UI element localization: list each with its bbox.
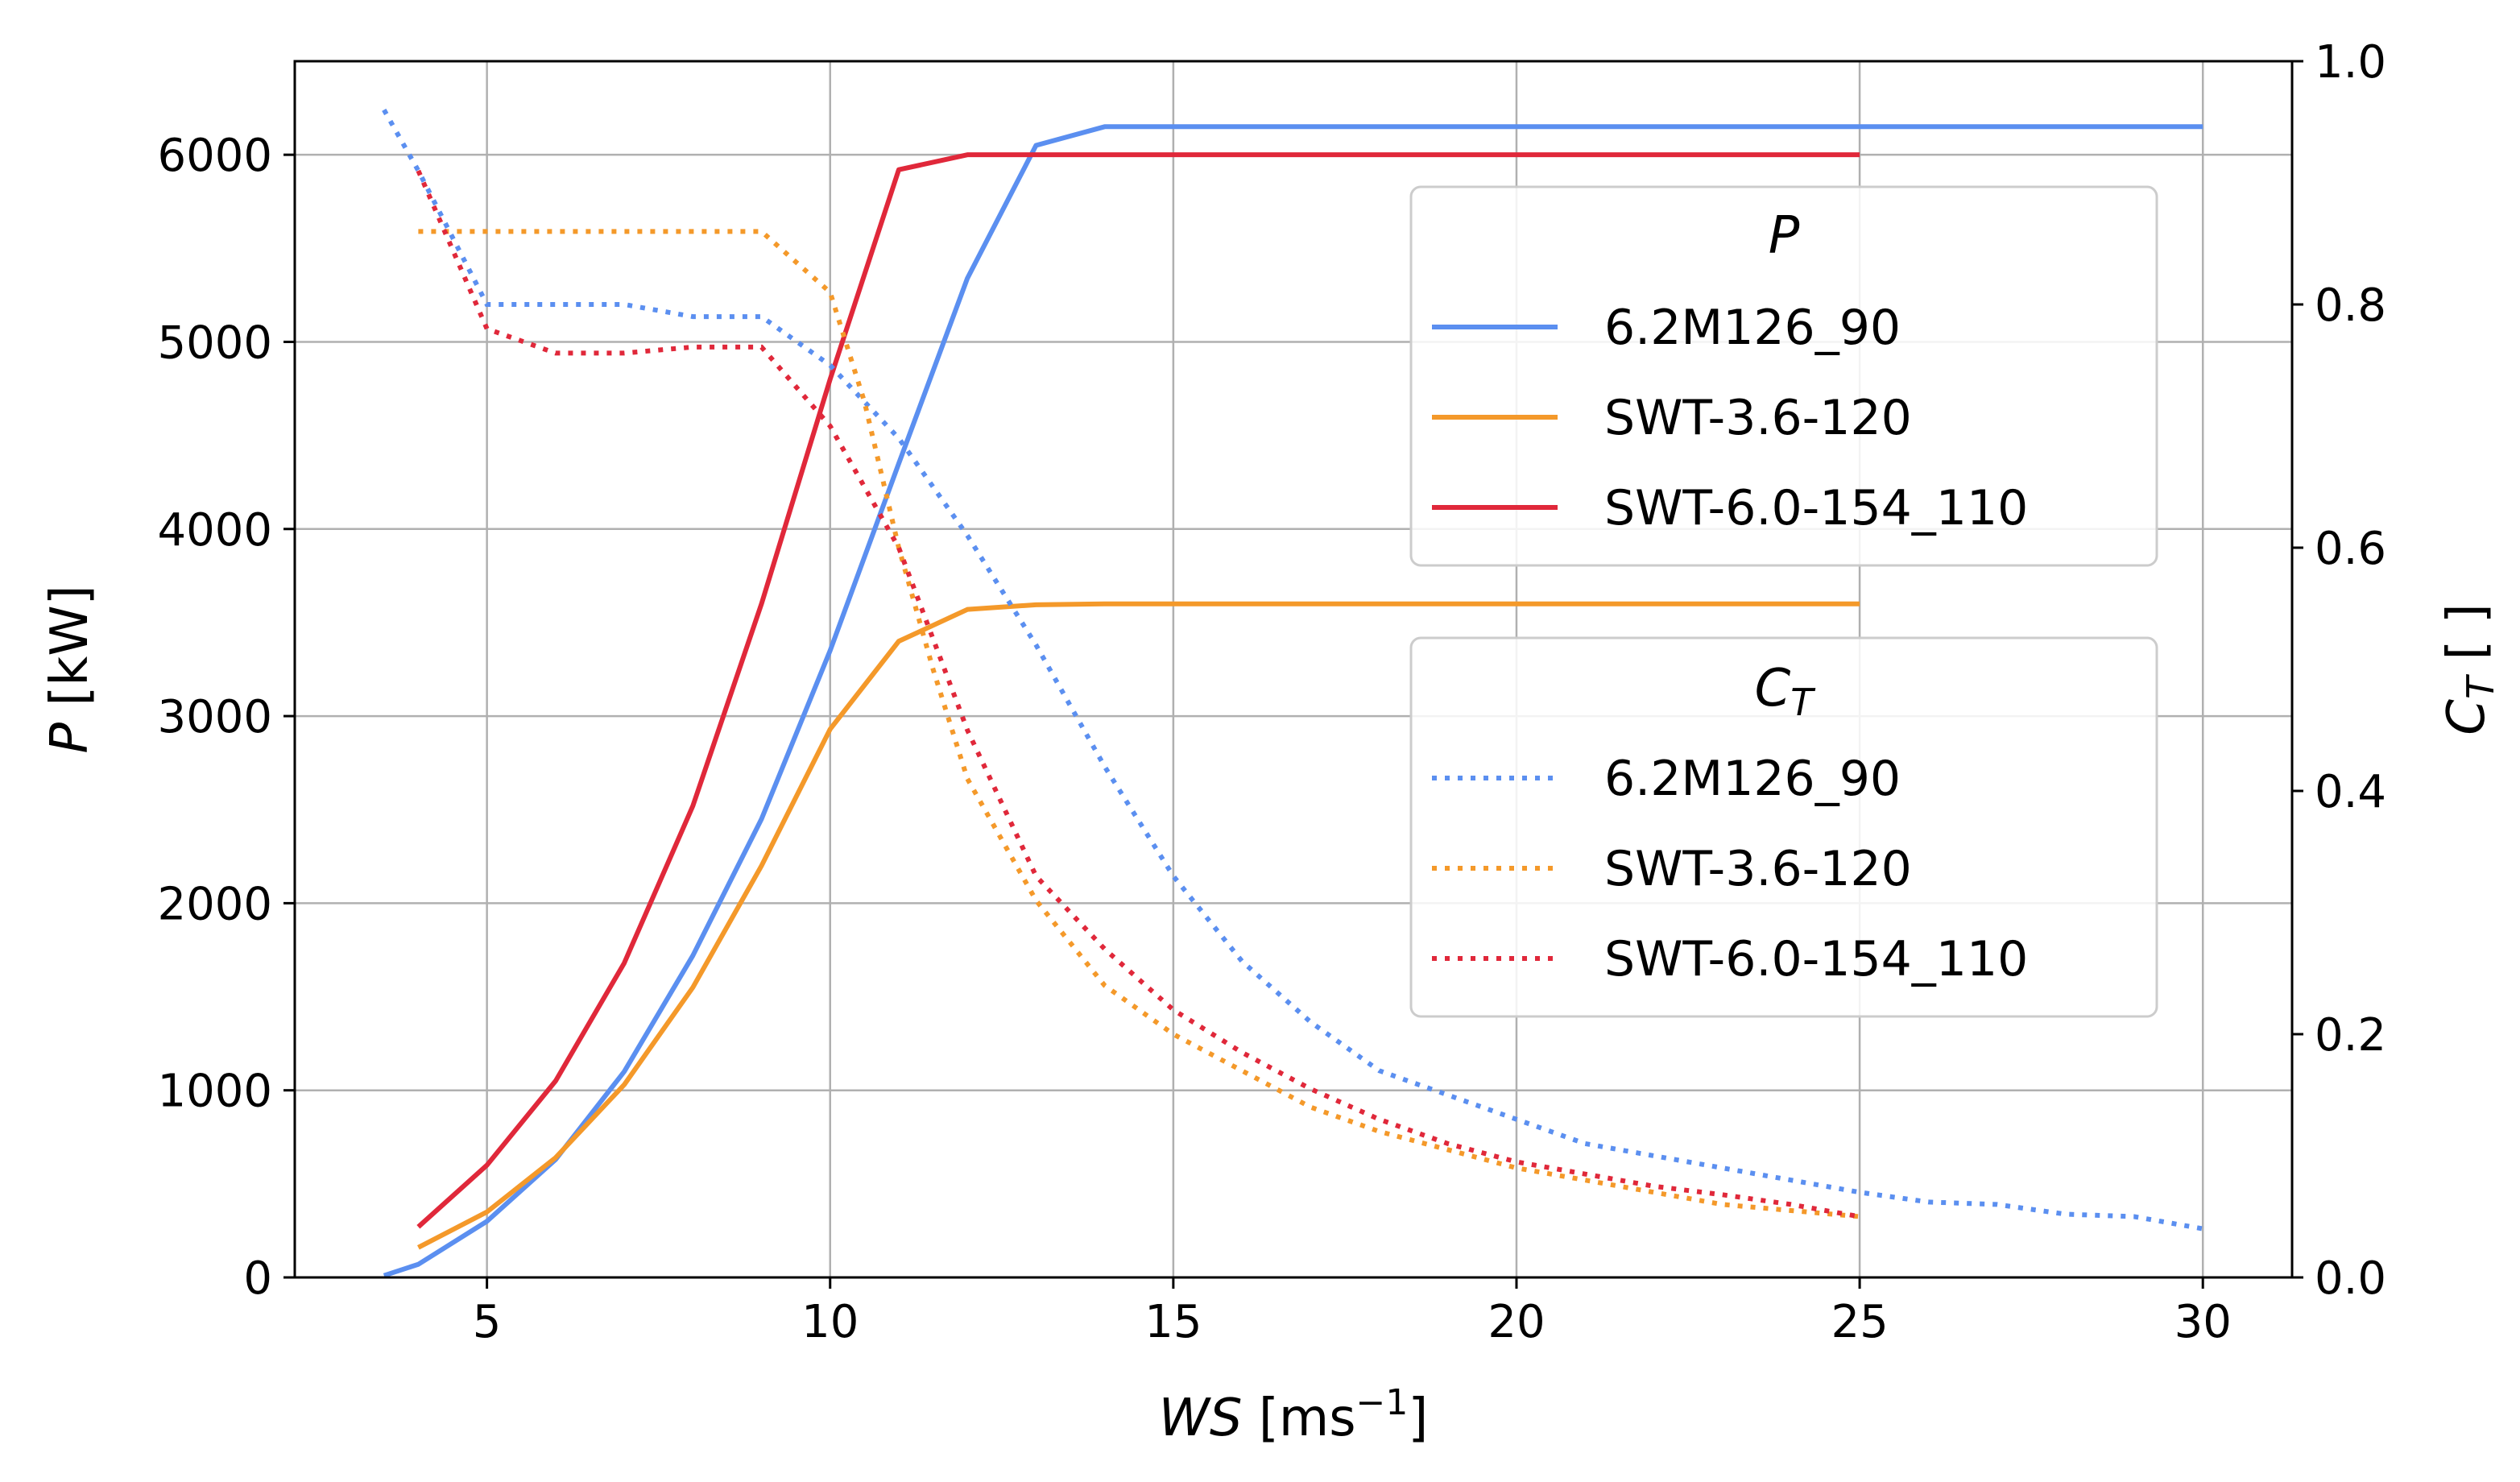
- right-y-axis-title: CT [ ]: [2437, 603, 2502, 735]
- left-y-tick-label: 6000: [157, 130, 272, 182]
- legend-ct: CT 6.2M126_90 SWT-3.6-120 SWT-6.0-154_110: [1409, 636, 2158, 1018]
- x-axis-title-unit-prefix: [ms: [1243, 1389, 1356, 1448]
- right-y-tick-label: 1.0: [2315, 36, 2386, 89]
- legend-power-entry-label-0: 6.2M126_90: [1604, 300, 1901, 356]
- x-tick-label: 20: [1488, 1296, 1545, 1348]
- left-y-axis-title-unit: [kW]: [40, 585, 100, 722]
- x-tick-label: 25: [1831, 1296, 1888, 1348]
- legend-ct-entries: 6.2M126_90 SWT-3.6-120 SWT-6.0-154_110: [1432, 751, 2028, 987]
- x-axis-title: WS [ms−1]: [1159, 1382, 1429, 1448]
- legend-ct-entry-label-0: 6.2M126_90: [1604, 751, 1901, 807]
- left-y-tick-label: 3000: [157, 691, 272, 743]
- right-y-tick-label: 0.6: [2315, 523, 2386, 575]
- x-axis-title-sup: −1: [1356, 1382, 1409, 1423]
- power-line-2: [416, 152, 1860, 1229]
- x-axis-title-main: WS: [1159, 1389, 1243, 1448]
- legend-ct-title: CT: [1755, 659, 1817, 724]
- right-y-tick-label: 0.8: [2315, 279, 2386, 332]
- left-y-tick-label: 4000: [157, 504, 272, 557]
- right-y-axis-title-unit: [ ]: [2437, 603, 2497, 677]
- legend-power-entries: 6.2M126_90 SWT-3.6-120 SWT-6.0-154_110: [1432, 300, 2028, 536]
- x-tick-label: 30: [2174, 1296, 2232, 1348]
- x-tick-label: 5: [473, 1296, 502, 1348]
- plot-frame: [293, 60, 2294, 1279]
- legend-power-entry-label-2: SWT-6.0-154_110: [1604, 480, 2028, 536]
- x-tick-label: 15: [1144, 1296, 1202, 1348]
- right-y-tick-label: 0.0: [2315, 1252, 2386, 1305]
- power-line-1: [417, 601, 1860, 1250]
- left-y-tick-label: 1000: [157, 1066, 272, 1118]
- legend-power-entry-label-1: SWT-3.6-120: [1604, 390, 1912, 446]
- left-y-axis-title-main: P: [40, 722, 100, 754]
- ct-line-1: [418, 229, 1860, 1219]
- legend-power-title: P: [1769, 206, 1800, 266]
- left-y-tick-label: 2000: [157, 878, 272, 930]
- ticks: 5 10 15 20 25 30 0 1000 2000 3000 4000 5000 6000 0.0 0…: [157, 36, 2386, 1348]
- legend-ct-box: [1409, 636, 2158, 1018]
- legend-ct-title-sub: T: [1790, 681, 1816, 724]
- x-tick-label: 10: [801, 1296, 859, 1348]
- x-axis-title-unit-suffix: ]: [1408, 1389, 1428, 1448]
- legend-ct-entry-label-1: SWT-3.6-120: [1604, 841, 1912, 897]
- legend-power: P 6.2M126_90 SWT-3.6-120 SWT-6.0-154_110: [1409, 185, 2158, 567]
- ct-line-2: [416, 169, 1860, 1219]
- legend-ct-title-main: C: [1755, 659, 1791, 718]
- legend-ct-entry-label-2: SWT-6.0-154_110: [1604, 931, 2028, 987]
- left-y-axis-title: P [kW]: [40, 585, 100, 753]
- ct-line-0: [382, 108, 2203, 1232]
- legend-power-box: [1409, 185, 2158, 567]
- left-y-tick-label: 5000: [157, 317, 272, 369]
- left-y-tick-label: 0: [243, 1252, 272, 1305]
- right-y-tick-label: 0.4: [2315, 766, 2386, 818]
- right-y-axis-title-main: C: [2437, 699, 2497, 735]
- power-line-0: [383, 124, 2203, 1278]
- right-y-axis-title-sub: T: [2459, 673, 2502, 699]
- ct-series: [382, 108, 2203, 1232]
- power-series: [383, 124, 2203, 1278]
- right-y-tick-label: 0.2: [2315, 1009, 2386, 1062]
